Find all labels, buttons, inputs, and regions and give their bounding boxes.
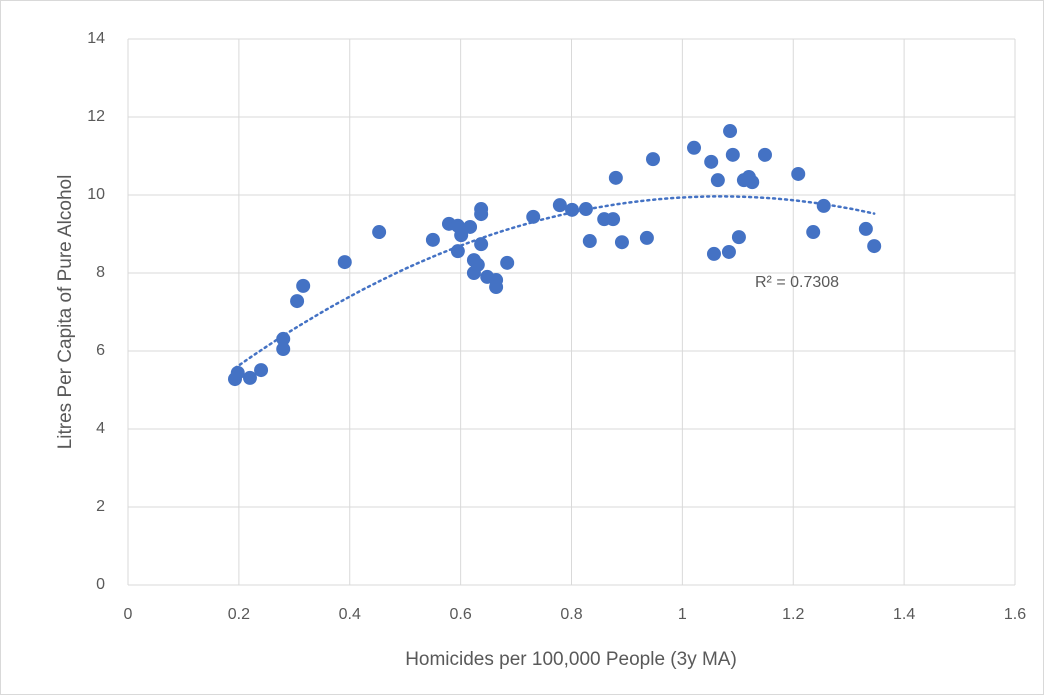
- x-tick-label: 0.4: [339, 606, 361, 623]
- x-tick-label: 0: [124, 606, 133, 623]
- point: [639, 230, 654, 245]
- point: [645, 152, 660, 167]
- point: [463, 219, 478, 234]
- point: [565, 202, 580, 217]
- trendline-label: R² = 0.7308: [755, 274, 839, 291]
- point: [372, 225, 387, 240]
- y-tick-label: 10: [87, 186, 105, 203]
- y-tick-label: 12: [87, 108, 105, 125]
- point: [276, 342, 291, 357]
- point: [614, 235, 629, 250]
- point: [474, 237, 489, 252]
- y-axis-title: Litres Per Capita of Pure Alcohol: [55, 175, 76, 450]
- point: [552, 198, 567, 213]
- x-tick-label: 0.2: [228, 606, 250, 623]
- x-tick-label: 1.6: [1004, 606, 1026, 623]
- point: [500, 255, 515, 270]
- point: [710, 173, 725, 188]
- point: [706, 246, 721, 261]
- point: [816, 198, 831, 213]
- point: [337, 255, 352, 270]
- point: [745, 175, 760, 190]
- x-tick-label: 0.8: [560, 606, 582, 623]
- x-axis-title: Homicides per 100,000 People (3y MA): [405, 649, 737, 670]
- point: [254, 363, 269, 378]
- point: [723, 124, 738, 139]
- point: [242, 370, 257, 385]
- point: [450, 244, 465, 259]
- point: [470, 257, 485, 272]
- point: [757, 147, 772, 162]
- point: [582, 234, 597, 249]
- y-tick-label: 4: [96, 420, 105, 437]
- y-tick-label: 2: [96, 498, 105, 515]
- point: [608, 170, 623, 185]
- point: [474, 207, 489, 222]
- trendline: [233, 195, 876, 370]
- y-tick-label: 0: [96, 576, 105, 593]
- y-tick-label: 8: [96, 264, 105, 281]
- point: [526, 209, 541, 224]
- point: [721, 244, 736, 259]
- point: [791, 166, 806, 181]
- x-tick-label: 1: [678, 606, 687, 623]
- x-tick-label: 1.4: [893, 606, 915, 623]
- y-tick-label: 14: [87, 30, 105, 47]
- point: [454, 228, 469, 243]
- point: [290, 294, 305, 309]
- point: [230, 365, 245, 380]
- x-tick-label: 0.6: [450, 606, 472, 623]
- point: [725, 147, 740, 162]
- point: [276, 331, 291, 346]
- point: [296, 278, 311, 293]
- point: [704, 154, 719, 169]
- point: [425, 232, 440, 247]
- point: [606, 212, 621, 227]
- point: [867, 239, 882, 254]
- x-tick-label: 1.2: [782, 606, 804, 623]
- point: [578, 202, 593, 217]
- point: [858, 221, 873, 236]
- point: [806, 225, 821, 240]
- point: [489, 280, 504, 295]
- point: [687, 140, 702, 155]
- point: [731, 230, 746, 245]
- y-tick-label: 6: [96, 342, 105, 359]
